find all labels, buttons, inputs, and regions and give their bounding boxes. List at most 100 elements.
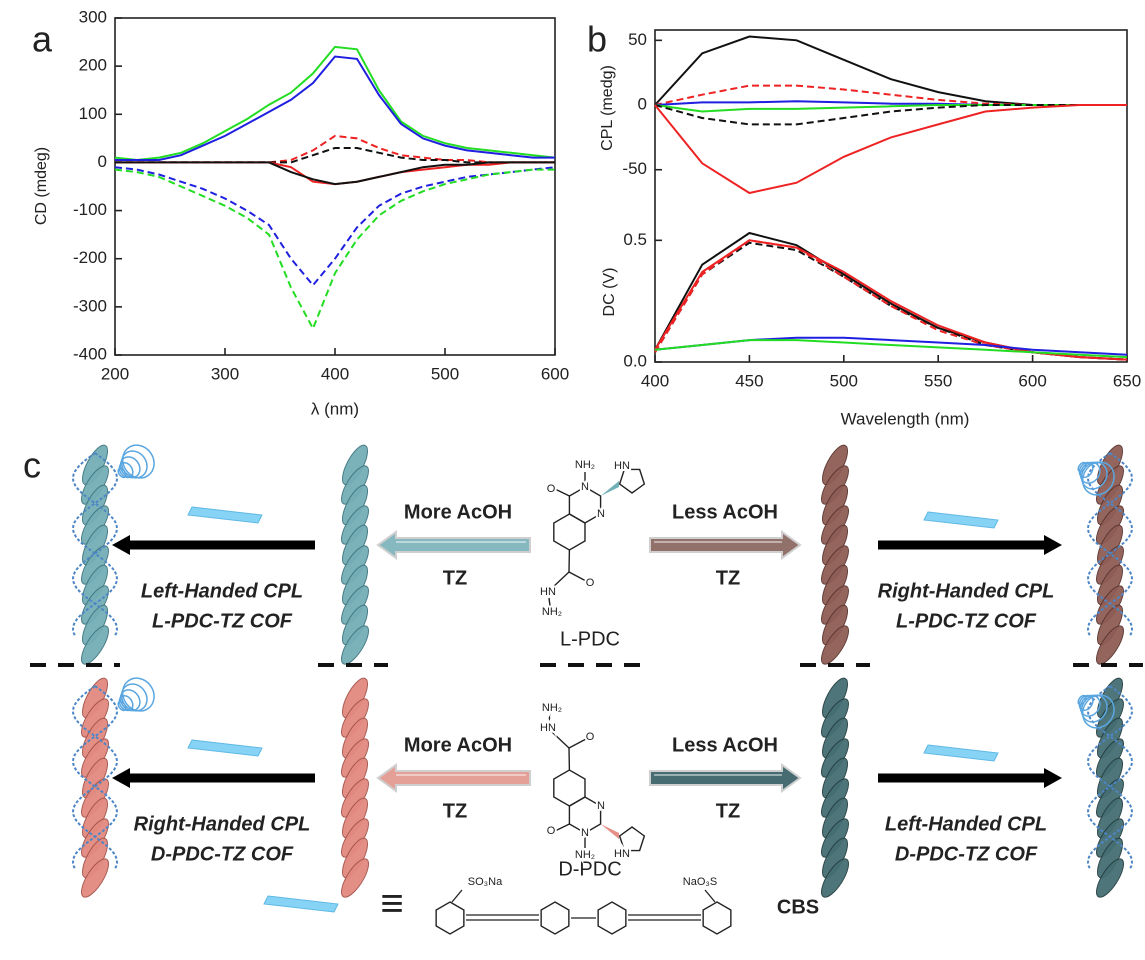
panel-label: c bbox=[23, 445, 41, 486]
y-tick-label: 0.0 bbox=[623, 351, 647, 370]
helix-strand bbox=[341, 858, 369, 898]
wedge-bond bbox=[600, 824, 619, 839]
panel-label: a bbox=[32, 19, 53, 60]
atom-label: NH₂ bbox=[542, 606, 562, 618]
legend-name: CBS bbox=[777, 896, 819, 918]
bond-ring bbox=[597, 901, 627, 935]
condition-label: Less AcOH bbox=[672, 734, 778, 756]
y-tick-label: 0 bbox=[98, 152, 107, 171]
substituent-label: SO₃Na bbox=[468, 876, 503, 888]
bond bbox=[451, 889, 463, 903]
x-tick-label: 500 bbox=[830, 371, 858, 390]
helix-strand bbox=[341, 625, 369, 665]
helix bbox=[821, 677, 849, 898]
helix-strand bbox=[81, 858, 109, 898]
panel-label: b bbox=[587, 19, 607, 60]
condition-label: TZ bbox=[443, 800, 467, 822]
bond-ring bbox=[540, 901, 570, 935]
bond bbox=[554, 823, 570, 832]
y-tick-label: 200 bbox=[79, 56, 107, 75]
y-tick-label: 0 bbox=[638, 95, 647, 114]
bond bbox=[548, 713, 551, 723]
wedge-bond bbox=[600, 481, 619, 496]
condition-label: TZ bbox=[443, 567, 467, 589]
cpl-light-icon bbox=[120, 683, 148, 712]
product-label: L-PDC-TZ COF bbox=[896, 610, 1037, 632]
series-line bbox=[114, 168, 555, 331]
bond bbox=[551, 571, 570, 589]
x-tick-label: 300 bbox=[211, 364, 239, 383]
cpl-light-icon bbox=[1079, 694, 1101, 717]
series-line bbox=[115, 147, 555, 164]
series-line bbox=[654, 104, 1127, 195]
bond bbox=[568, 738, 587, 749]
bond bbox=[554, 488, 570, 497]
series-line bbox=[114, 45, 556, 162]
bond-ring bbox=[553, 769, 586, 807]
series-line bbox=[654, 104, 1127, 126]
product-label: Right-Handed CPL bbox=[878, 580, 1055, 602]
cbs-slab bbox=[187, 506, 263, 524]
cpl-light-icon bbox=[1081, 461, 1115, 496]
atom-label: HN bbox=[540, 586, 556, 598]
substituent-label: NaO₃S bbox=[683, 876, 717, 888]
atom-label: NH₂ bbox=[575, 459, 595, 471]
helix bbox=[341, 444, 369, 665]
product-label: D-PDC-TZ COF bbox=[895, 843, 1038, 865]
series-line bbox=[115, 161, 555, 186]
y-tick-label: -100 bbox=[73, 200, 107, 219]
helix-wrap bbox=[1086, 685, 1134, 870]
atom-label: O bbox=[547, 483, 556, 495]
atom-label: NH₂ bbox=[542, 702, 562, 714]
bond-ring bbox=[618, 468, 646, 494]
y-tick-label: 100 bbox=[79, 104, 107, 123]
y-axis-title: CPL (medg) bbox=[599, 65, 616, 151]
cbs-slab bbox=[923, 744, 999, 762]
reaction-arrow bbox=[376, 763, 531, 793]
arrow-head bbox=[1044, 535, 1062, 555]
y-tick-label: 0.5 bbox=[623, 230, 647, 249]
x-tick-label: 600 bbox=[541, 364, 569, 383]
product-label: D-PDC-TZ COF bbox=[151, 843, 294, 865]
atom-label: N bbox=[581, 827, 589, 839]
y-tick-label: 50 bbox=[628, 30, 647, 49]
helix bbox=[821, 444, 849, 665]
cbs-slab bbox=[263, 895, 339, 913]
cpl-light-icon bbox=[1079, 461, 1101, 484]
x-tick-label: 650 bbox=[1113, 371, 1141, 390]
atom-label: O bbox=[586, 577, 595, 589]
condition-label: More AcOH bbox=[404, 501, 512, 523]
helix-wrap bbox=[71, 452, 119, 637]
cpl-light-icon bbox=[1080, 461, 1108, 490]
arrow-head bbox=[112, 768, 130, 788]
monomer-label: L-PDC bbox=[560, 628, 620, 650]
series-line bbox=[115, 134, 555, 164]
y-tick-label: -50 bbox=[622, 159, 647, 178]
atom-label: HN bbox=[614, 460, 630, 472]
product-label: Left-Handed CPL bbox=[141, 580, 303, 602]
product-label: Right-Handed CPL bbox=[134, 813, 311, 835]
bond-ring bbox=[553, 513, 586, 551]
helix-wrap bbox=[71, 685, 119, 870]
condition-label: Less AcOH bbox=[672, 501, 778, 523]
series-line bbox=[115, 55, 555, 161]
y-tick-label: 300 bbox=[79, 7, 107, 26]
helix-wrap bbox=[71, 452, 119, 637]
condition-label: TZ bbox=[716, 800, 740, 822]
helix bbox=[1096, 677, 1124, 898]
arrow-head bbox=[1044, 768, 1062, 788]
equivalence-symbol: ≡ bbox=[380, 882, 403, 926]
cbs-slab bbox=[923, 511, 999, 529]
x-axis-title: λ (nm) bbox=[311, 399, 359, 418]
arrow-head bbox=[112, 535, 130, 555]
bond bbox=[551, 731, 570, 749]
atom-label: NH₂ bbox=[575, 849, 595, 861]
x-tick-label: 500 bbox=[431, 364, 459, 383]
bond bbox=[568, 571, 587, 582]
helix-strand bbox=[81, 625, 109, 665]
helix-strand bbox=[1096, 858, 1124, 898]
condition-label: TZ bbox=[716, 567, 740, 589]
atom-label: N bbox=[597, 508, 605, 520]
helix bbox=[81, 677, 109, 898]
